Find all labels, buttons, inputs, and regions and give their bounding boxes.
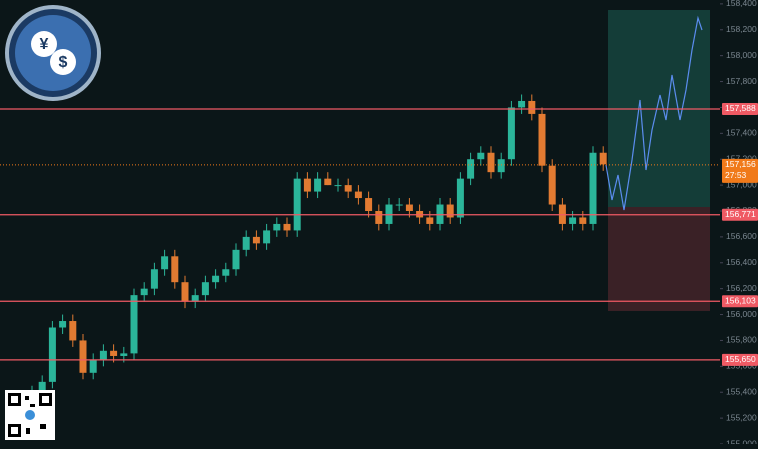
candle-body xyxy=(48,327,56,382)
level-tag xyxy=(722,295,758,308)
candle-body xyxy=(599,152,607,165)
candle-body xyxy=(120,353,128,356)
candle-body xyxy=(212,275,220,283)
candle-body xyxy=(191,295,199,302)
qr-code xyxy=(5,390,55,440)
y-tick-label: 158,200 xyxy=(726,24,757,34)
candle-body xyxy=(375,210,383,224)
candles xyxy=(28,94,607,406)
y-tick-label: 155,200 xyxy=(726,412,757,422)
candle-body xyxy=(365,198,373,211)
level-label: 156,103 xyxy=(725,295,756,305)
y-tick-label: 156,000 xyxy=(726,309,757,319)
y-tick-label: 157,000 xyxy=(726,179,757,189)
candle-body xyxy=(263,230,271,244)
level-label: 156,771 xyxy=(725,209,756,219)
candle-body xyxy=(38,381,46,393)
candle-body xyxy=(477,152,485,160)
candle-body xyxy=(161,256,169,270)
candle-body xyxy=(405,204,413,211)
candle-body xyxy=(232,249,240,270)
candle-body xyxy=(467,159,475,179)
candle-body xyxy=(273,223,281,231)
candle-body xyxy=(538,113,546,166)
candle-body xyxy=(528,100,536,114)
level-label: 155,650 xyxy=(725,354,756,364)
svg-text:¥: ¥ xyxy=(40,36,49,53)
candle-body xyxy=(344,185,352,192)
candle-body xyxy=(79,340,87,373)
candle-body xyxy=(446,204,454,218)
candle-body xyxy=(150,269,158,289)
stop-zone xyxy=(608,207,710,311)
y-tick-label: 158,000 xyxy=(726,50,757,60)
countdown-label: 27:53 xyxy=(725,170,747,180)
candle-body xyxy=(283,223,291,231)
candle-body xyxy=(395,204,403,206)
candle-body xyxy=(69,321,77,341)
candle-body xyxy=(293,178,301,231)
logo: ¥ $ xyxy=(5,5,101,101)
candle-body xyxy=(303,178,311,192)
candle-body xyxy=(579,217,587,224)
level-label: 157,588 xyxy=(725,103,756,113)
candle-body xyxy=(426,217,434,224)
last-price-tag xyxy=(722,158,758,183)
candle-body xyxy=(548,165,556,205)
candle-body xyxy=(110,350,118,356)
y-tick-label: 156,600 xyxy=(726,231,757,241)
candle-body xyxy=(589,152,597,224)
candle-body xyxy=(222,269,230,276)
candle-body xyxy=(252,236,260,244)
y-tick-label: 158,400 xyxy=(726,0,757,8)
candle-body xyxy=(354,191,362,199)
y-tick-label: 157,200 xyxy=(726,153,757,163)
candle-body xyxy=(569,217,577,224)
candle-body xyxy=(201,282,209,296)
candle-body xyxy=(242,236,250,250)
y-tick-label: 155,800 xyxy=(726,335,757,345)
y-tick-label: 157,400 xyxy=(726,128,757,138)
level-tag xyxy=(722,208,758,221)
candle-body xyxy=(99,350,107,360)
candle-body xyxy=(518,100,526,108)
y-tick-label: 157,800 xyxy=(726,76,757,86)
candle-body xyxy=(140,288,148,296)
candle-body xyxy=(89,359,97,373)
candle-body xyxy=(324,178,332,186)
y-tick-label: 156,200 xyxy=(726,283,757,293)
y-tick-label: 155,400 xyxy=(726,386,757,396)
level-tag xyxy=(722,353,758,366)
candle-body xyxy=(181,282,189,302)
candle-body xyxy=(314,178,322,192)
candle-body xyxy=(334,185,342,187)
candle-body xyxy=(130,295,138,354)
y-tick-label: 156,400 xyxy=(726,257,757,267)
last-price-label: 157,156 xyxy=(725,159,756,169)
candle-body xyxy=(171,256,179,283)
svg-text:$: $ xyxy=(59,54,68,71)
candle-body xyxy=(59,321,67,328)
candle-body xyxy=(507,107,515,160)
projection-path xyxy=(605,15,703,211)
y-tick-label: 155,000 xyxy=(726,438,757,444)
level-tag xyxy=(722,102,758,115)
candle-body xyxy=(456,178,464,218)
candle-body xyxy=(497,159,505,173)
candle-body xyxy=(487,152,495,173)
